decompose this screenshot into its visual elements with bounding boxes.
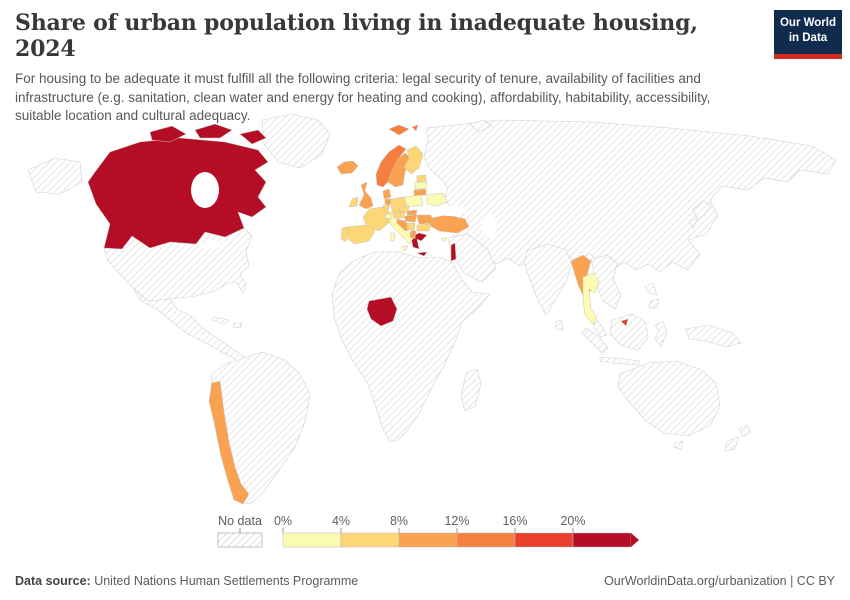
country-netherlands[interactable]	[384, 198, 392, 206]
owid-logo-line2: in Data	[788, 31, 828, 44]
country-canada[interactable]	[87, 123, 269, 250]
region-malaysia[interactable]	[592, 316, 608, 338]
region-africa[interactable]	[331, 251, 491, 443]
country-ireland[interactable]	[348, 196, 359, 208]
region-japan-south[interactable]	[688, 218, 698, 230]
region-hispaniola[interactable]	[232, 322, 243, 329]
region-madagascar[interactable]	[460, 368, 482, 412]
country-france[interactable]	[362, 206, 392, 232]
region-alaska[interactable]	[27, 157, 83, 195]
legend-tick-label-2: 8%	[390, 514, 408, 528]
page-title: Share of urban population living in inad…	[15, 10, 698, 62]
country-austria[interactable]	[392, 211, 406, 219]
country-israel[interactable]	[450, 242, 457, 262]
region-tasmania[interactable]	[673, 440, 684, 450]
region-sumatra[interactable]	[581, 327, 609, 354]
legend-bin-3[interactable]	[456, 532, 516, 548]
region-sulawesi[interactable]	[654, 320, 668, 348]
legend-tick-label-4: 16%	[502, 514, 527, 528]
region-indochina[interactable]	[590, 254, 622, 310]
owid-logo-line1: Our World	[779, 17, 836, 29]
legend-bin-1[interactable]	[340, 532, 400, 548]
water-bodies	[191, 172, 496, 249]
country-portugal[interactable]	[340, 226, 349, 243]
region-greenland[interactable]	[261, 113, 331, 169]
legend-tick-label-1: 4%	[332, 514, 350, 528]
region-new-zealand-south[interactable]	[724, 436, 740, 452]
country-hungary[interactable]	[404, 214, 418, 223]
country-bulgaria[interactable]	[416, 223, 432, 232]
caspian-sea	[482, 214, 496, 238]
great-lakes	[199, 241, 221, 249]
hudson-bay	[191, 172, 219, 208]
chart-header: Share of urban population living in inad…	[15, 10, 765, 126]
legend-arrow	[631, 533, 639, 547]
country-united-kingdom[interactable]	[358, 181, 374, 210]
country-romania[interactable]	[416, 214, 434, 225]
region-philippines-south[interactable]	[648, 298, 660, 310]
map-legend: No data 0% 4% 8% 12% 16% 20%	[0, 512, 850, 557]
region-sri-lanka[interactable]	[554, 319, 564, 331]
country-lithuania[interactable]	[413, 188, 427, 197]
country-latvia[interactable]	[414, 181, 428, 190]
legend-tick-label-3: 12%	[444, 514, 469, 528]
region-novaya-zemlya[interactable]	[469, 119, 493, 133]
world-map	[0, 112, 850, 510]
country-chile[interactable]	[208, 380, 250, 505]
legend-bin-2[interactable]	[398, 532, 458, 548]
country-switzerland[interactable]	[384, 213, 393, 220]
region-cuba[interactable]	[211, 316, 230, 325]
country-albania[interactable]	[409, 230, 417, 240]
legend-bin-5[interactable]	[572, 532, 632, 548]
country-cyprus[interactable]	[440, 237, 448, 243]
country-iceland[interactable]	[336, 160, 359, 175]
owid-logo: Our World in Data	[774, 10, 842, 59]
country-poland[interactable]	[403, 194, 424, 208]
license-label: CC BY	[796, 574, 835, 588]
colored-countries	[87, 123, 629, 505]
country-brunei[interactable]	[620, 318, 629, 327]
data-source-value: United Nations Human Settlements Program…	[90, 574, 359, 588]
country-spain[interactable]	[344, 224, 376, 245]
data-source-label: Data source:	[15, 574, 91, 588]
no-data-label: No data	[218, 514, 262, 528]
chart-footer: Data source: United Nations Human Settle…	[15, 574, 835, 588]
country-thailand[interactable]	[582, 272, 600, 326]
region-borneo[interactable]	[609, 313, 649, 351]
region-new-zealand-north[interactable]	[738, 424, 752, 438]
no-data-swatch[interactable]	[217, 532, 263, 548]
footer-right: OurWorldinData.org/urbanization | CC BY	[604, 574, 835, 588]
country-sweden[interactable]	[387, 152, 412, 188]
country-finland[interactable]	[403, 145, 424, 175]
country-slovakia[interactable]	[406, 209, 418, 216]
region-new-guinea[interactable]	[684, 324, 742, 348]
legend-svg: No data 0% 4% 8% 12% 16% 20%	[217, 514, 639, 548]
region-philippines[interactable]	[644, 282, 658, 296]
legend-tick-label-0: 0%	[274, 514, 292, 528]
country-belarus[interactable]	[426, 192, 448, 207]
black-sea	[435, 206, 467, 216]
data-source: Data source: United Nations Human Settle…	[15, 574, 358, 588]
region-japan[interactable]	[692, 200, 712, 220]
country-norway[interactable]	[375, 144, 407, 188]
region-java[interactable]	[599, 356, 641, 366]
legend-tick-label-5: 20%	[560, 514, 585, 528]
region-australia[interactable]	[617, 360, 721, 437]
legend-bin-4[interactable]	[514, 532, 574, 548]
world-map-svg	[27, 113, 837, 505]
country-svalbard[interactable]	[388, 124, 419, 136]
country-nigeria[interactable]	[366, 296, 398, 327]
legend-bin-0[interactable]	[282, 532, 342, 548]
country-denmark[interactable]	[382, 188, 392, 200]
chart-subtitle: For housing to be adequate it must fulfi…	[15, 71, 711, 124]
country-estonia[interactable]	[416, 174, 427, 183]
owid-url-link[interactable]: OurWorldinData.org/urbanization	[604, 574, 787, 588]
region-india[interactable]	[523, 243, 573, 316]
footer-separator: |	[786, 574, 797, 588]
